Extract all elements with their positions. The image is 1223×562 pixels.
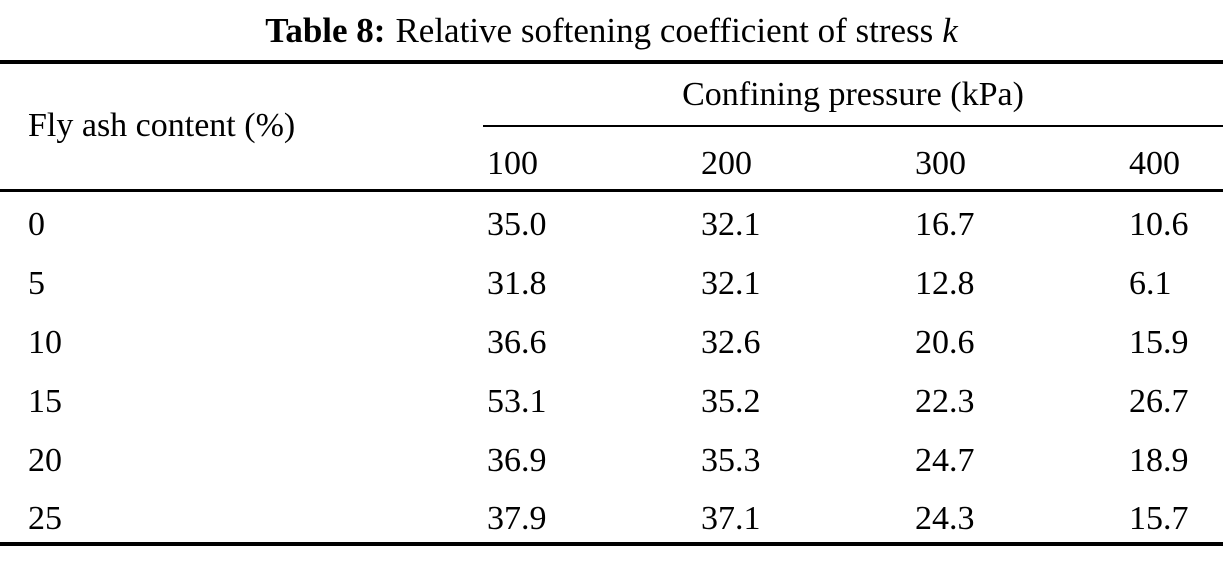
column-header-100: 100 — [483, 126, 697, 192]
table-row: 5 31.8 32.1 12.8 6.1 — [0, 249, 1223, 308]
cell-value: 31.8 — [487, 264, 547, 302]
table-body: 0 35.0 32.1 16.7 10.6 5 31.8 32.1 12.8 6.1 10 36.6 3… — [0, 190, 1223, 544]
row-label: 5 — [28, 264, 45, 302]
table-row: 10 36.6 32.6 20.6 15.9 — [0, 308, 1223, 367]
cell-value: 26.7 — [1129, 382, 1189, 420]
cell-value: 35.2 — [701, 382, 761, 420]
column-group-header: Confining pressure (kPa) — [483, 62, 1223, 127]
cell-value: 36.9 — [487, 441, 547, 479]
cell-value: 15.9 — [1129, 323, 1189, 361]
cell-value: 32.6 — [701, 323, 761, 361]
cell-value: 15.7 — [1129, 499, 1189, 537]
column-header-400: 400 — [1125, 126, 1223, 192]
row-label: 10 — [28, 323, 62, 361]
cell-value: 37.1 — [701, 499, 761, 537]
cell-value: 16.7 — [915, 206, 975, 244]
cell-value: 53.1 — [487, 382, 547, 420]
cell-value: 32.1 — [701, 206, 761, 244]
cell-value: 10.6 — [1129, 206, 1189, 244]
row-label: 20 — [28, 441, 62, 479]
cell-value: 22.3 — [915, 382, 975, 420]
table-row: 0 35.0 32.1 16.7 10.6 — [0, 190, 1223, 249]
cell-value: 35.3 — [701, 441, 761, 479]
cell-value: 36.6 — [487, 323, 547, 361]
header-row-main: Fly ash content (%) Confining pressure (… — [0, 62, 1223, 192]
cell-value: 37.9 — [487, 499, 547, 537]
cell-value: 32.1 — [701, 264, 761, 302]
row-label: 25 — [28, 499, 62, 537]
cell-value: 20.6 — [915, 323, 975, 361]
data-table: Fly ash content (%) Confining pressure (… — [0, 60, 1223, 546]
header-row-sub: 100 200 300 400 — [0, 126, 1223, 192]
table-row: 15 53.1 35.2 22.3 26.7 — [0, 367, 1223, 426]
column-header-200: 200 — [697, 126, 911, 192]
table-row: 25 37.9 37.1 24.3 15.7 — [0, 485, 1223, 544]
table-row: 20 36.9 35.3 24.7 18.9 — [0, 426, 1223, 485]
table-caption-text: Relative softening coefficient of stress — [395, 10, 934, 50]
cell-value: 24.7 — [915, 441, 975, 479]
cell-value: 24.3 — [915, 499, 975, 537]
table-caption: Table 8: Relative softening coefficient … — [0, 0, 1223, 60]
table-caption-symbol: k — [942, 10, 958, 50]
table-header: Fly ash content (%) Confining pressure (… — [0, 62, 1223, 192]
cell-value: 12.8 — [915, 264, 975, 302]
row-label: 15 — [28, 382, 62, 420]
cell-value: 6.1 — [1129, 264, 1172, 302]
row-label: 0 — [28, 206, 45, 244]
cell-value: 18.9 — [1129, 441, 1189, 479]
cell-value: 35.0 — [487, 206, 547, 244]
row-dimension-header: Fly ash content (%) — [0, 62, 483, 192]
column-header-300: 300 — [911, 126, 1125, 192]
table-caption-label: Table 8: — [265, 10, 386, 50]
